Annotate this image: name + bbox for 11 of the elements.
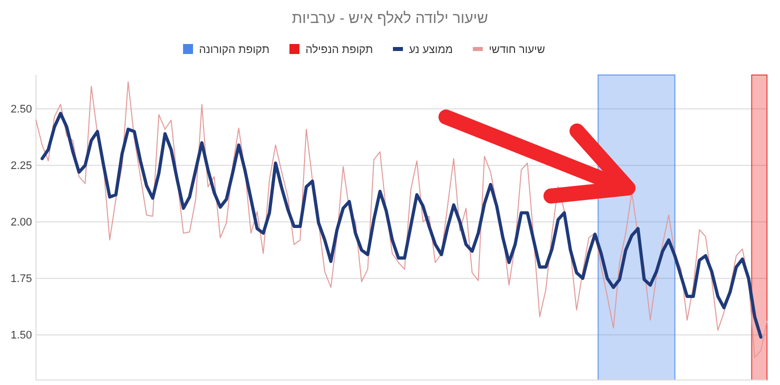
legend-label: ממוצע נע <box>408 44 453 56</box>
y-tick-label: 2.25 <box>10 160 32 172</box>
chart-title: שיעור ילודה לאלף איש - ערביות <box>292 10 488 27</box>
y-tick-label: 2.00 <box>10 216 32 228</box>
text: תקופת הנפילה <box>305 44 373 56</box>
y-tick-label: 1.50 <box>10 329 32 342</box>
legend-label: שיעור חודשי <box>488 44 545 56</box>
text: תקופת הקורונה <box>199 44 270 56</box>
line-series <box>40 112 762 339</box>
y-tick-label: 2.50 <box>10 103 32 116</box>
y-tick-label: 1.75 <box>10 272 32 285</box>
